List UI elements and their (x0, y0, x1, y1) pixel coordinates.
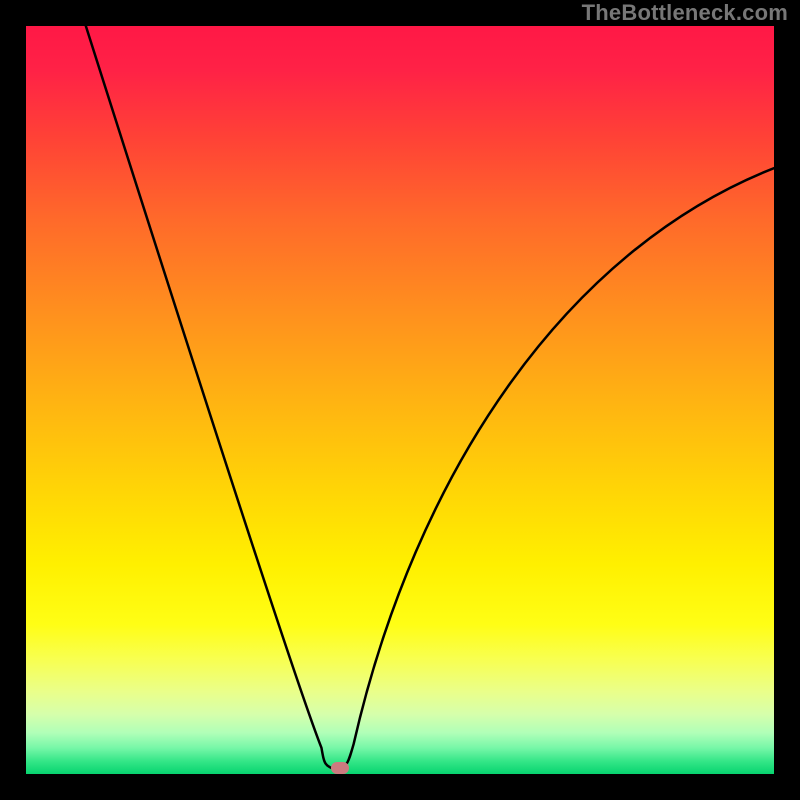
watermark-text: TheBottleneck.com (582, 0, 788, 26)
optimal-point-marker (331, 762, 349, 774)
bottleneck-curve (26, 26, 774, 774)
plot-area (26, 26, 774, 774)
chart-container: TheBottleneck.com (0, 0, 800, 800)
curve-path (86, 26, 774, 770)
